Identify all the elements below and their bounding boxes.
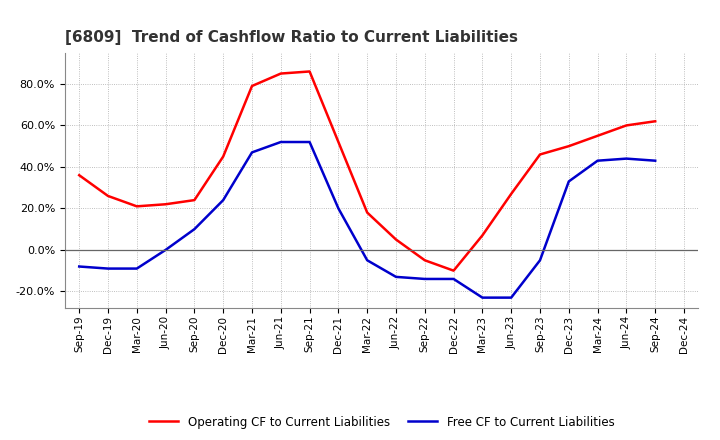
Operating CF to Current Liabilities bbox=[564, 143, 573, 149]
Operating CF to Current Liabilities bbox=[104, 193, 112, 198]
Free CF to Current Liabilities bbox=[478, 295, 487, 300]
Free CF to Current Liabilities bbox=[507, 295, 516, 300]
Operating CF to Current Liabilities bbox=[593, 133, 602, 139]
Operating CF to Current Liabilities bbox=[478, 233, 487, 238]
Legend: Operating CF to Current Liabilities, Free CF to Current Liabilities: Operating CF to Current Liabilities, Fre… bbox=[144, 411, 619, 433]
Line: Free CF to Current Liabilities: Free CF to Current Liabilities bbox=[79, 142, 655, 297]
Operating CF to Current Liabilities bbox=[651, 119, 660, 124]
Free CF to Current Liabilities bbox=[334, 206, 343, 211]
Operating CF to Current Liabilities bbox=[507, 191, 516, 197]
Operating CF to Current Liabilities bbox=[392, 237, 400, 242]
Free CF to Current Liabilities bbox=[219, 198, 228, 203]
Operating CF to Current Liabilities bbox=[161, 202, 170, 207]
Operating CF to Current Liabilities bbox=[248, 83, 256, 88]
Free CF to Current Liabilities bbox=[104, 266, 112, 271]
Free CF to Current Liabilities bbox=[593, 158, 602, 163]
Free CF to Current Liabilities bbox=[190, 227, 199, 232]
Operating CF to Current Liabilities bbox=[219, 154, 228, 159]
Text: [6809]  Trend of Cashflow Ratio to Current Liabilities: [6809] Trend of Cashflow Ratio to Curren… bbox=[65, 29, 518, 45]
Operating CF to Current Liabilities bbox=[75, 172, 84, 178]
Free CF to Current Liabilities bbox=[75, 264, 84, 269]
Free CF to Current Liabilities bbox=[392, 274, 400, 279]
Operating CF to Current Liabilities bbox=[622, 123, 631, 128]
Free CF to Current Liabilities bbox=[449, 276, 458, 282]
Free CF to Current Liabilities bbox=[132, 266, 141, 271]
Operating CF to Current Liabilities bbox=[363, 210, 372, 215]
Operating CF to Current Liabilities bbox=[276, 71, 285, 76]
Operating CF to Current Liabilities bbox=[449, 268, 458, 273]
Free CF to Current Liabilities bbox=[363, 258, 372, 263]
Free CF to Current Liabilities bbox=[248, 150, 256, 155]
Free CF to Current Liabilities bbox=[276, 139, 285, 145]
Free CF to Current Liabilities bbox=[161, 247, 170, 253]
Operating CF to Current Liabilities bbox=[334, 139, 343, 145]
Operating CF to Current Liabilities bbox=[132, 204, 141, 209]
Free CF to Current Liabilities bbox=[305, 139, 314, 145]
Free CF to Current Liabilities bbox=[622, 156, 631, 161]
Free CF to Current Liabilities bbox=[564, 179, 573, 184]
Operating CF to Current Liabilities bbox=[536, 152, 544, 157]
Operating CF to Current Liabilities bbox=[190, 198, 199, 203]
Free CF to Current Liabilities bbox=[420, 276, 429, 282]
Line: Operating CF to Current Liabilities: Operating CF to Current Liabilities bbox=[79, 71, 655, 271]
Free CF to Current Liabilities bbox=[651, 158, 660, 163]
Operating CF to Current Liabilities bbox=[420, 258, 429, 263]
Operating CF to Current Liabilities bbox=[305, 69, 314, 74]
Free CF to Current Liabilities bbox=[536, 258, 544, 263]
